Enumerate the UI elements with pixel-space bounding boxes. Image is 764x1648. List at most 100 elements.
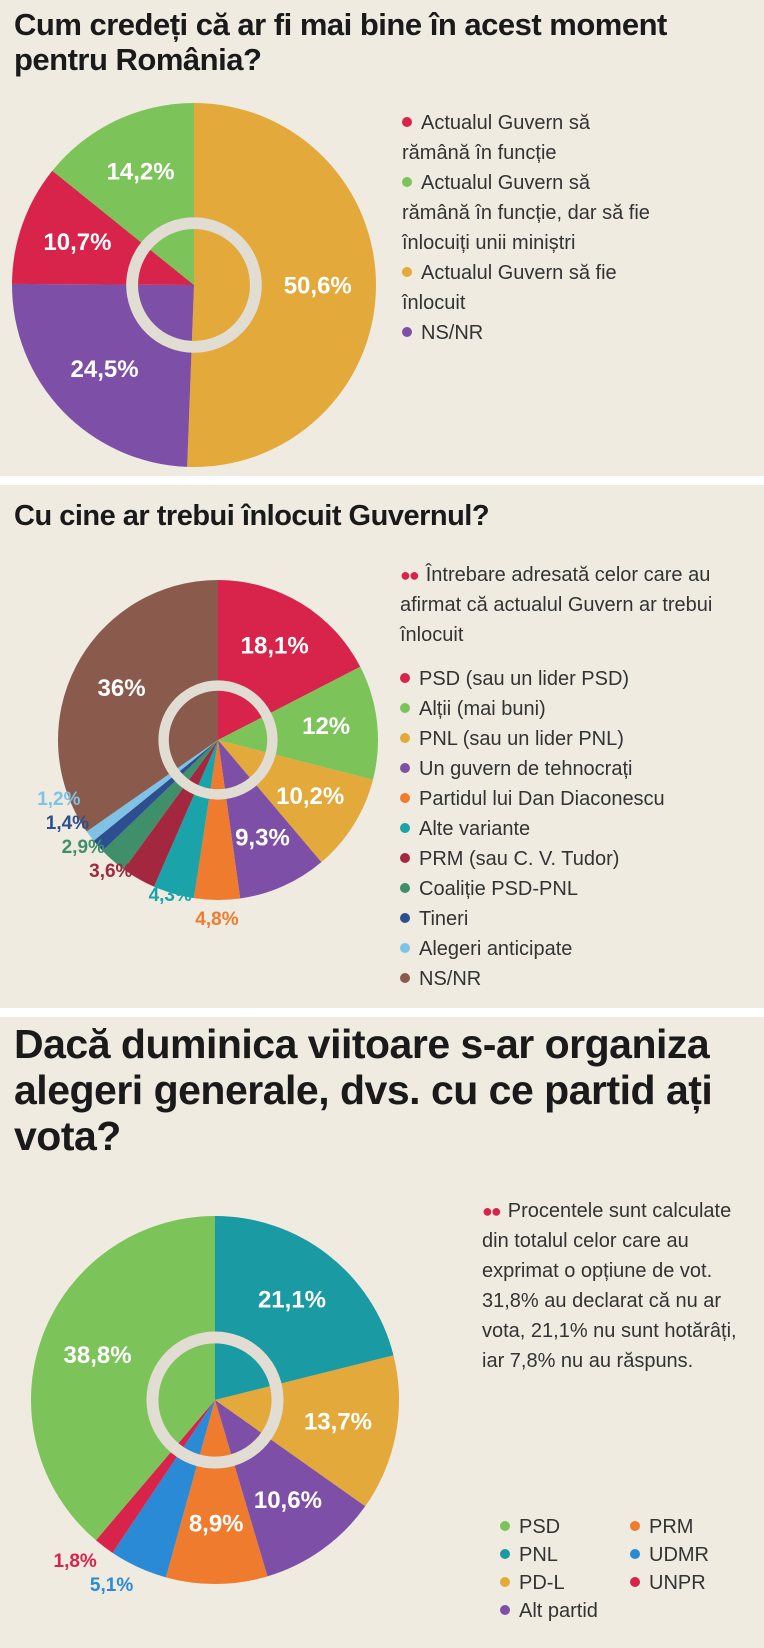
legend-label: PRM	[649, 1516, 694, 1538]
legend-swatch	[400, 913, 410, 923]
legend-swatch	[402, 267, 412, 277]
legend-label: NS/NR	[419, 968, 482, 990]
legend-label: PNL (sau un lider PNL)	[419, 728, 624, 750]
pie-slice	[102, 740, 218, 870]
legend-swatch	[400, 823, 410, 833]
value-label: 50,6%	[284, 273, 352, 300]
legend-entry: Alte variante	[400, 814, 750, 844]
pie-slice	[112, 1400, 215, 1578]
legend-label: UNPR	[649, 1572, 706, 1594]
note-text: Întrebare adresată celor care au afirmat…	[400, 564, 713, 646]
legend-label: Actualul Guvern să fie înlocuit	[402, 262, 617, 314]
legend-entry: NS/NR	[400, 964, 750, 994]
legend-swatch	[500, 1521, 510, 1531]
legend-swatch	[400, 973, 410, 983]
note: ●● Procentele sunt calculate din totalul …	[482, 1196, 754, 1376]
pie-slice	[215, 1355, 400, 1507]
legend-entry: Partidul lui Dan Diaconescu	[400, 784, 750, 814]
value-label: 21,1%	[258, 1287, 326, 1314]
separator	[0, 476, 764, 485]
legend-label: Alte variante	[419, 818, 531, 840]
pie-slice	[86, 740, 219, 841]
value-label: 12%	[302, 713, 350, 740]
legend-swatch	[400, 943, 410, 953]
pie-slice	[187, 103, 376, 467]
pie-slice	[165, 1400, 268, 1585]
legend-entry: Actualul Guvern să rămână în funcție, da…	[402, 168, 652, 258]
legend-swatch	[400, 733, 410, 743]
center-ring	[146, 1331, 284, 1469]
legend-entry: Alegeri anticipate	[400, 934, 750, 964]
legend-entry: Alții (mai buni)	[400, 694, 750, 724]
value-label: 9,3%	[235, 825, 290, 852]
legend-label: PRM (sau C. V. Tudor)	[419, 848, 620, 870]
note-marker: ●●	[482, 1201, 502, 1221]
pie-slice	[123, 740, 218, 887]
value-label: 10,6%	[254, 1487, 322, 1514]
legend-entry: Tineri	[400, 904, 750, 934]
value-label: 4,8%	[195, 909, 238, 930]
legend-swatch	[402, 177, 412, 187]
pie-slice	[193, 740, 241, 900]
pie-slice	[218, 740, 322, 899]
legend-swatch	[500, 1605, 510, 1615]
value-label: 24,5%	[71, 356, 139, 383]
pie-slice	[95, 1400, 215, 1553]
value-label: 8,9%	[189, 1510, 244, 1537]
value-label: 18,1%	[241, 632, 309, 659]
note-text: Procentele sunt calculate din totalul ce…	[482, 1200, 737, 1372]
legend-entry: Actualul Guvern să rămână în funcție	[402, 108, 652, 168]
legend-label: Alegeri anticipate	[419, 938, 573, 960]
legend-swatch	[400, 673, 410, 683]
legend-label: PSD (sau un lider PSD)	[419, 668, 630, 690]
legend-swatch	[500, 1549, 510, 1559]
separator	[0, 1008, 764, 1017]
legend-swatch	[400, 853, 410, 863]
pie-slice	[12, 170, 195, 285]
chart-title: Cu cine ar trebui înlocuit Guvernul?	[14, 500, 490, 532]
legend-swatch	[402, 327, 412, 337]
legend-label: Tineri	[419, 908, 469, 930]
legend-entry: PRM (sau C. V. Tudor)	[400, 844, 750, 874]
value-label: 14,2%	[107, 159, 175, 186]
legend-label: PD-L	[519, 1572, 565, 1594]
legend-entry: PNL	[500, 1540, 630, 1570]
legend-swatch	[400, 763, 410, 773]
pie-slice	[218, 666, 378, 780]
value-label: 10,2%	[276, 783, 344, 810]
value-label: 4,3%	[149, 885, 192, 906]
legend-entry: UNPR	[630, 1568, 760, 1598]
center-ring	[158, 680, 278, 800]
legend-label: Un guvern de tehnocrați	[419, 758, 633, 780]
legend-entry: PSD (sau un lider PSD)	[400, 664, 750, 694]
legend-swatch	[630, 1577, 640, 1587]
legend-label: Actualul Guvern să rămână în funcție, da…	[402, 172, 650, 254]
legend-label: Partidul lui Dan Diaconescu	[419, 788, 665, 810]
chart-title: Dacă duminica viitoare s-ar organiza ale…	[14, 1021, 713, 1159]
pie-slice	[153, 740, 218, 899]
legend-swatch	[400, 883, 410, 893]
legend-swatch	[630, 1549, 640, 1559]
legend-label: UDMR	[649, 1544, 709, 1566]
value-label: 1,2%	[37, 789, 80, 810]
value-label: 5,1%	[90, 1575, 133, 1596]
value-label: 2,9%	[62, 837, 105, 858]
note: ●● Întrebare adresată celor care au afirm…	[400, 560, 750, 650]
legend-entry: Un guvern de tehnocrați	[400, 754, 750, 784]
center-ring	[126, 217, 262, 353]
legend-swatch	[630, 1521, 640, 1531]
legend-entry: Alt partid	[500, 1596, 630, 1626]
value-label: 13,7%	[304, 1408, 372, 1435]
legend-entry: Actualul Guvern să fie înlocuit	[402, 258, 652, 318]
value-label: 3,6%	[89, 861, 132, 882]
legend-label: PSD	[519, 1516, 561, 1538]
value-label: 38,8%	[64, 1342, 132, 1369]
legend-entry: PSD	[500, 1512, 630, 1542]
legend-swatch	[400, 703, 410, 713]
pie-slice	[31, 1216, 216, 1541]
legend-entry: PD-L	[500, 1568, 630, 1598]
value-label: 1,8%	[54, 1551, 97, 1572]
